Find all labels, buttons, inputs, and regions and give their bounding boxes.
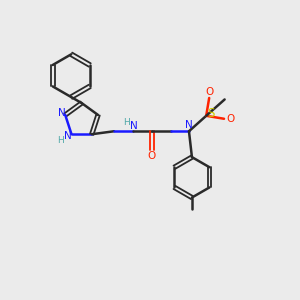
Text: N: N <box>130 121 137 130</box>
Text: N: N <box>58 109 65 118</box>
Text: N: N <box>185 120 193 130</box>
Text: H: H <box>124 118 130 127</box>
Text: H: H <box>57 136 64 145</box>
Text: O: O <box>148 151 156 160</box>
Text: O: O <box>226 114 235 124</box>
Text: N: N <box>64 131 71 141</box>
Text: O: O <box>205 87 213 97</box>
Text: S: S <box>208 107 215 120</box>
